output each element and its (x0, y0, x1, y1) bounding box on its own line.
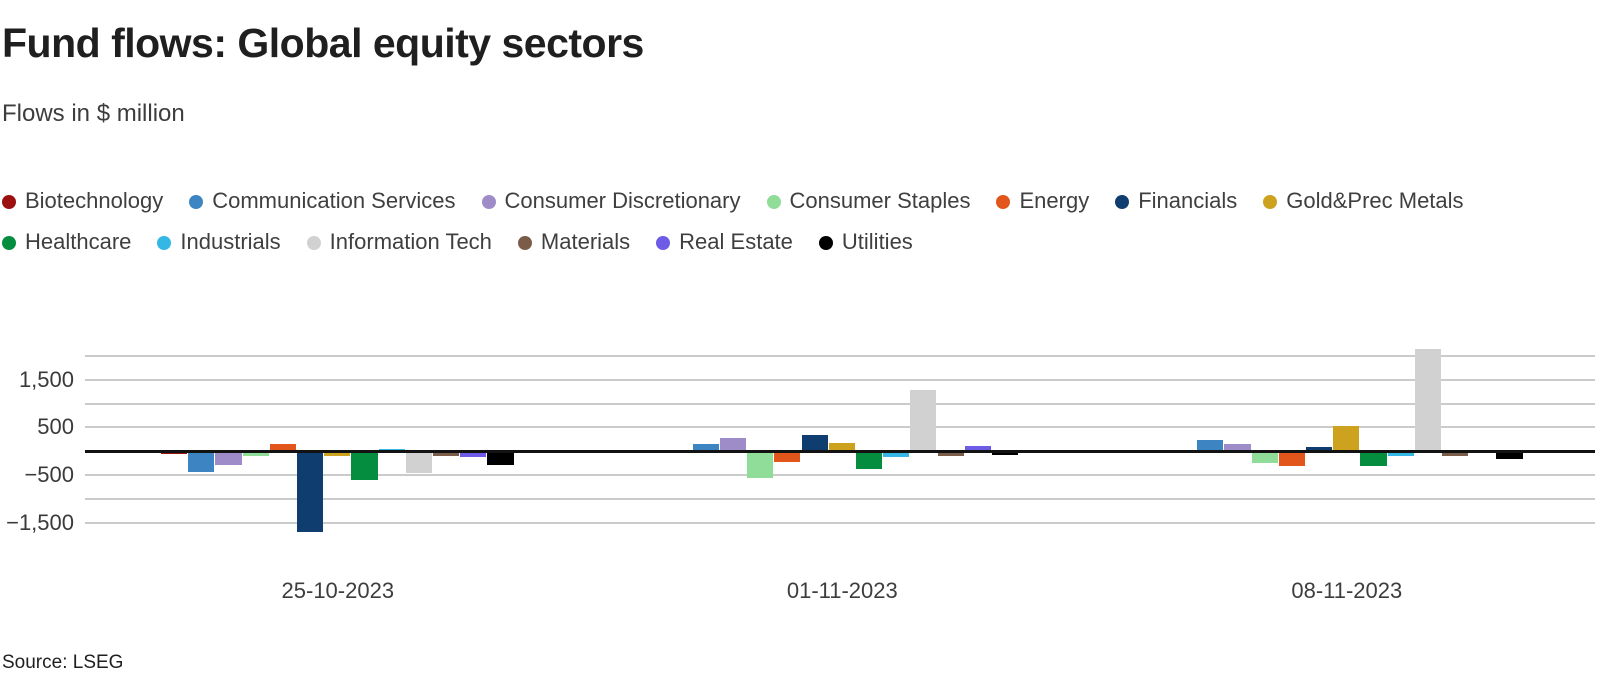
bar-materials-08-11-2023 (1442, 451, 1469, 457)
legend-dot-consumer-staples (766, 195, 781, 209)
bar-healthcare-25-10-2023 (351, 451, 378, 480)
legend-item-financials: Financials (1115, 188, 1251, 213)
x-axis-label-01-11-2023: 01-11-2023 (786, 578, 898, 603)
bar-consumer-discretionary-08-11-2023 (1224, 443, 1251, 452)
bar-communication-services-01-11-2023 (692, 443, 719, 452)
bar-real-estate-25-10-2023 (460, 451, 487, 458)
bar-information-tech-08-11-2023 (1414, 348, 1441, 452)
bar-energy-08-11-2023 (1278, 451, 1305, 466)
bar-utilities-01-11-2023 (991, 451, 1019, 455)
zero-axis-line (85, 449, 1595, 453)
legend-label: Healthcare (25, 229, 132, 254)
legend-label: Biotechnology (25, 188, 164, 213)
bar-communication-services-08-11-2023 (1197, 439, 1224, 452)
legend-item-information-tech: Information Tech (306, 229, 506, 254)
legend-dot-biotechnology (2, 195, 16, 209)
bar-communication-services-25-10-2023 (188, 451, 215, 473)
legend-item-healthcare: Healthcare (2, 229, 145, 254)
bar-healthcare-08-11-2023 (1360, 451, 1387, 467)
y-tick-label: 500 (37, 414, 74, 440)
legend-item-gold-prec-metals: Gold&Prec Metals (1263, 188, 1477, 213)
legend-item-consumer-discretionary: Consumer Discretionary (481, 188, 755, 213)
bar-consumer-discretionary-01-11-2023 (719, 438, 747, 452)
bar-financials-08-11-2023 (1306, 447, 1333, 452)
bar-utilities-25-10-2023 (487, 451, 514, 465)
gridline--1000 (85, 497, 1595, 500)
bar-financials-01-11-2023 (801, 435, 828, 452)
x-axis-label-08-11-2023: 08-11-2023 (1291, 578, 1403, 603)
legend-item-utilities: Utilities (818, 229, 927, 254)
y-tick-label: −500 (24, 462, 74, 488)
plot-area (85, 338, 1595, 544)
bar-energy-25-10-2023 (269, 444, 296, 452)
legend-dot-industrials (157, 236, 172, 250)
legend-label: Consumer Staples (789, 188, 971, 213)
legend-item-industrials: Industrials (157, 229, 294, 254)
bar-energy-01-11-2023 (774, 451, 801, 463)
bar-chart: 1,500 500 −500 −1,500 25-10-2023 01-11-2023 0… (0, 338, 1600, 628)
legend-label: Consumer Discretionary (504, 188, 741, 213)
legend-item-materials: Materials (517, 229, 644, 254)
legend-label: Financials (1138, 188, 1238, 213)
legend-label: Industrials (180, 229, 281, 254)
gridline-500 (85, 426, 1595, 429)
legend-label: Communication Services (212, 188, 456, 213)
bar-utilities-08-11-2023 (1496, 451, 1523, 460)
page-title: Fund flows: Global equity sectors (2, 20, 644, 66)
legend-label: Real Estate (679, 229, 793, 254)
bar-consumer-staples-08-11-2023 (1251, 451, 1278, 463)
bar-information-tech-25-10-2023 (405, 451, 432, 474)
legend-dot-consumer-discretionary (481, 195, 496, 209)
legend-item-consumer-staples: Consumer Staples (766, 188, 985, 213)
legend-label: Information Tech (329, 229, 492, 254)
bar-information-tech-01-11-2023 (910, 390, 937, 452)
bar-consumer-staples-01-11-2023 (747, 451, 774, 479)
legend-label: Utilities (841, 229, 913, 254)
bar-materials-01-11-2023 (937, 451, 964, 456)
x-axis-label-25-10-2023: 25-10-2023 (281, 578, 395, 603)
legend-label: Materials (540, 229, 631, 254)
bar-consumer-staples-25-10-2023 (242, 451, 269, 457)
legend-dot-utilities (818, 236, 833, 250)
y-tick-label: −1,500 (6, 509, 74, 535)
legend-dot-information-tech (306, 236, 321, 250)
legend-label: Gold&Prec Metals (1286, 188, 1464, 213)
legend-dot-materials (517, 236, 532, 250)
gridline-2000 (85, 355, 1595, 358)
legend-dot-gold-prec-metals (1263, 195, 1278, 209)
chart-subtitle: Flows in $ million (2, 100, 185, 127)
legend-dot-communication-services (189, 195, 204, 209)
legend-dot-energy (996, 195, 1011, 209)
gridline--1500 (85, 521, 1595, 524)
legend-dot-financials (1115, 195, 1130, 209)
bar-industrials-01-11-2023 (883, 451, 910, 457)
legend-item-energy: Energy (996, 188, 1103, 213)
bar-healthcare-01-11-2023 (855, 451, 883, 470)
legend: Biotechnology Communication Services Consu… (2, 180, 1502, 262)
y-tick-label: 1,500 (18, 366, 74, 392)
bar-real-estate-01-11-2023 (964, 445, 991, 452)
legend-dot-healthcare (2, 236, 16, 250)
source-note: Source: LSEG (2, 652, 124, 673)
bar-materials-25-10-2023 (433, 451, 460, 456)
gridline--500 (85, 474, 1595, 477)
legend-dot-real-estate (656, 236, 671, 250)
legend-label: Energy (1019, 188, 1090, 213)
bar-gold-prec-metals-01-11-2023 (828, 443, 855, 452)
bar-gold-prec-metals-25-10-2023 (324, 451, 351, 456)
legend-item-communication-services: Communication Services (189, 188, 469, 213)
bar-financials-25-10-2023 (297, 451, 324, 533)
legend-item-biotechnology: Biotechnology (2, 188, 177, 213)
bar-industrials-08-11-2023 (1387, 451, 1414, 456)
gridline-1000 (85, 402, 1595, 405)
bar-consumer-discretionary-25-10-2023 (215, 451, 242, 465)
legend-item-real-estate: Real Estate (656, 229, 807, 254)
gridline-1500 (85, 378, 1595, 381)
bar-gold-prec-metals-08-11-2023 (1333, 426, 1360, 452)
